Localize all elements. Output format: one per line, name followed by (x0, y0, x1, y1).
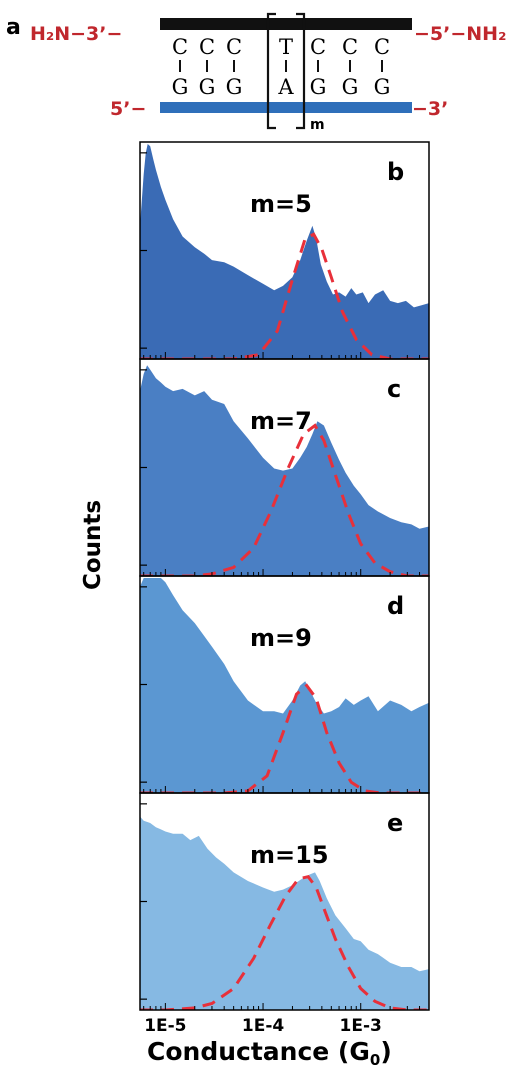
x-tick-label: 1E-4 (242, 1016, 284, 1036)
gaussian-fit-line (140, 683, 429, 793)
panel-label-a: a (6, 15, 21, 40)
top-right-terminus: −5’−NH₂ (414, 23, 506, 45)
bottom-base-6: G (374, 75, 391, 99)
top-base-2: C (226, 35, 242, 59)
repeat-count-label: m (310, 117, 325, 133)
histogram-panel-c: m=7 c (139, 358, 430, 577)
bottom-base-1: G (199, 75, 216, 99)
top-base-0: C (172, 35, 188, 59)
x-tick-label: 1E-5 (144, 1016, 186, 1036)
histogram-area (140, 365, 429, 576)
bottom-base-0: G (172, 75, 189, 99)
gaussian-fit-line (140, 423, 429, 576)
histogram-panels: m=5 b m=7 c m=9 d m=15 e (139, 141, 430, 1011)
x-tick-label: 1E-3 (340, 1016, 382, 1036)
histogram-panel-e: m=15 e (139, 792, 430, 1011)
histogram-panel-b: m=5 b (139, 141, 430, 360)
bottom-strand-bar (160, 102, 412, 113)
x-axis-label-close: ) (380, 1037, 391, 1066)
histogram-area (140, 816, 429, 1010)
top-base-3: T (279, 35, 293, 59)
bottom-base-5: G (342, 75, 359, 99)
histogram-panel-d: m=9 d (139, 575, 430, 794)
top-base-6: C (374, 35, 390, 59)
panel-label-e: e (387, 809, 403, 837)
repeat-bracket-left (266, 12, 276, 130)
x-axis-label: Conductance (G0) (147, 1037, 392, 1069)
gaussian-fit-line (140, 232, 429, 359)
histogram-area (140, 578, 429, 793)
series-annotation: m=5 (250, 190, 312, 218)
y-axis-label: Counts (80, 500, 106, 590)
x-axis-label-subscript: 0 (370, 1051, 380, 1069)
bottom-left-terminus: 5’− (110, 98, 146, 120)
bottom-base-4: G (310, 75, 327, 99)
panel-label-c: c (387, 375, 401, 403)
top-base-4: C (310, 35, 326, 59)
panel-label-d: d (387, 592, 404, 620)
series-annotation: m=7 (250, 407, 312, 435)
gaussian-fit-line (140, 875, 429, 1010)
x-axis-label-main: Conductance (G (147, 1037, 370, 1066)
top-left-terminus: H₂N−3’− (30, 23, 122, 45)
top-base-1: C (199, 35, 215, 59)
repeat-bracket-right (296, 12, 306, 130)
histogram-area (140, 144, 429, 359)
series-annotation: m=9 (250, 624, 312, 652)
top-base-5: C (342, 35, 358, 59)
top-strand-bar (160, 18, 412, 30)
bottom-base-3: A (277, 75, 294, 99)
bottom-base-2: G (226, 75, 243, 99)
panel-label-b: b (387, 158, 404, 186)
series-annotation: m=15 (250, 841, 329, 869)
x-tick-labels: 1E-5 1E-4 1E-3 (144, 1016, 382, 1036)
bottom-right-terminus: −3’ (412, 98, 448, 120)
